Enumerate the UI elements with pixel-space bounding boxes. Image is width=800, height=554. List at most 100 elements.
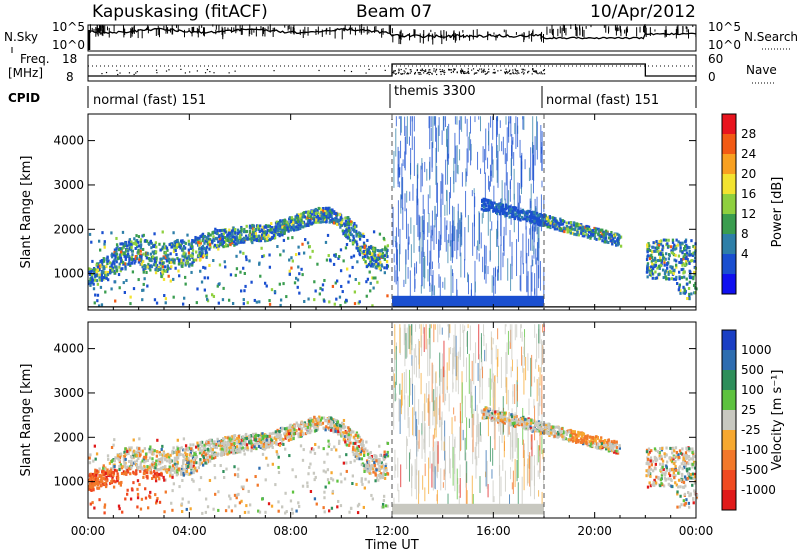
echo-cell	[203, 246, 206, 250]
echo-cell	[175, 448, 178, 452]
echo-cell	[261, 440, 265, 444]
echo-cell	[144, 254, 148, 258]
echo-cell	[107, 278, 110, 282]
echo-cell	[615, 243, 618, 247]
echo-cell	[682, 257, 685, 261]
echo-cell	[246, 301, 249, 305]
echo-cell	[296, 216, 299, 220]
echo-cell	[362, 447, 365, 451]
echo-cell	[302, 424, 306, 428]
noise-trace	[87, 24, 697, 50]
echo-cell	[100, 303, 104, 307]
echo-streak	[492, 116, 494, 140]
echo-streak	[405, 125, 407, 155]
echo-cell	[146, 284, 149, 288]
echo-streak	[496, 116, 498, 121]
echo-cell	[208, 454, 211, 458]
echo-cell	[261, 237, 265, 241]
noise-spike	[490, 33, 492, 36]
echo-streak	[524, 159, 526, 170]
noise-spike	[222, 28, 224, 37]
echo-streak	[533, 226, 535, 243]
echo-streak	[513, 168, 515, 200]
nave-point	[484, 70, 486, 73]
echo-cell	[203, 241, 206, 245]
noise-spike	[487, 31, 489, 37]
echo-cell	[349, 441, 352, 445]
echo-cell	[670, 251, 674, 255]
echo-cell	[189, 453, 192, 457]
echo-cell	[355, 431, 359, 435]
echo-cell	[92, 282, 95, 286]
nave-point	[431, 73, 433, 75]
noise-sky-line	[87, 27, 697, 40]
echo-cell	[310, 212, 314, 216]
echo-cell	[197, 466, 201, 470]
echo-cell	[507, 211, 510, 215]
echo-cell	[337, 432, 341, 436]
echo-cell	[200, 440, 204, 444]
echo-streak	[455, 145, 457, 183]
echo-streak	[470, 283, 472, 297]
echo-cell	[104, 270, 107, 274]
echo-cell	[648, 257, 652, 261]
echo-streak	[510, 263, 512, 291]
echo-cell	[279, 219, 282, 223]
echo-cell	[345, 433, 349, 437]
noise-spike	[188, 28, 190, 31]
echo-cell	[357, 281, 361, 285]
echo-cell	[139, 246, 142, 250]
nave-point	[420, 73, 422, 75]
echo-cell	[653, 265, 656, 269]
noise-spike	[224, 26, 226, 34]
echo-cell	[131, 270, 135, 274]
echo-cell	[209, 459, 212, 463]
nave-point	[467, 68, 469, 70]
echo-cell	[192, 458, 196, 462]
nave-point	[483, 70, 485, 72]
echo-streak	[465, 171, 467, 182]
echo-streak	[400, 116, 402, 136]
nave-point	[405, 68, 407, 70]
echo-cell	[694, 291, 697, 295]
noise-spike	[575, 26, 577, 36]
echo-cell	[251, 435, 255, 439]
echo-cell	[161, 460, 164, 464]
echo-cell	[309, 215, 312, 219]
noise-spike	[414, 29, 416, 34]
nave-point	[441, 69, 443, 71]
echo-cell	[173, 261, 176, 265]
echo-cell	[268, 253, 271, 257]
echo-cell	[176, 243, 179, 247]
echo-streak	[422, 194, 424, 215]
echo-cell	[98, 267, 101, 271]
echo-cell	[145, 270, 148, 274]
echo-cell	[357, 231, 361, 235]
echo-cell	[204, 497, 208, 501]
echo-cell	[104, 485, 108, 489]
echo-cell	[352, 254, 356, 258]
echo-cell	[260, 440, 263, 444]
echo-cell	[282, 438, 285, 442]
echo-streak	[398, 116, 400, 119]
echo-cell	[330, 210, 333, 214]
noise-spike	[583, 29, 585, 38]
echo-cell	[153, 298, 157, 302]
echo-cell	[294, 276, 298, 280]
echo-cell	[682, 267, 685, 271]
echo-cell	[95, 279, 99, 283]
echo-cell	[514, 208, 517, 212]
echo-cell	[547, 225, 551, 229]
echo-cell	[657, 252, 661, 256]
echo-cell	[595, 237, 598, 241]
echo-cell	[255, 447, 258, 451]
echo-cell	[680, 258, 683, 262]
echo-cell	[243, 438, 246, 442]
echo-cell	[592, 228, 595, 232]
echo-cell	[613, 240, 616, 244]
echo-streak	[449, 221, 451, 247]
echo-cell	[154, 466, 157, 470]
echo-cell	[175, 253, 178, 257]
noise-spike	[445, 31, 447, 41]
echo-cell	[319, 418, 323, 422]
